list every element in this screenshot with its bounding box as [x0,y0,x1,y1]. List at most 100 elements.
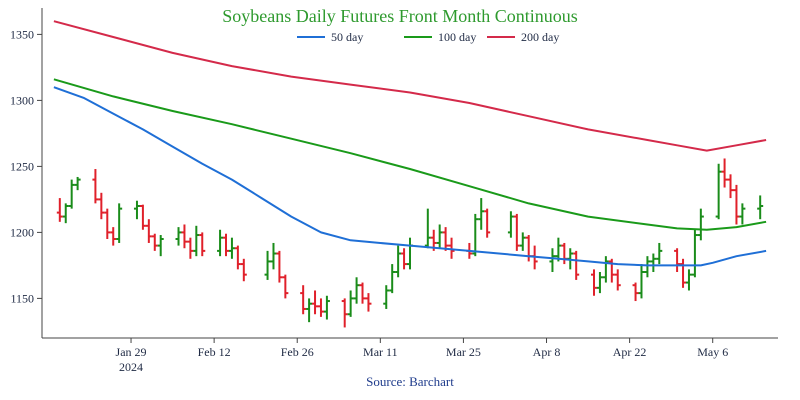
x-tick-sublabel: 2024 [119,360,143,374]
ma-line-200-day [53,20,767,152]
ohlc-bar [270,242,277,270]
ohlc-bar [92,169,99,204]
ohlc-bar [596,272,603,294]
legend-label: 50 day [331,30,363,44]
ohlc-bar [395,245,402,278]
ohlc-bar [608,258,615,283]
y-tick-label: 1200 [10,225,34,239]
ohlc-bar [757,195,764,220]
ohlc-bar [240,258,247,282]
x-tick-label: Mar 25 [446,345,481,359]
ohlc-bar [181,224,188,249]
ohlc-bar [448,237,455,259]
ohlc-bar [591,269,597,296]
ohlc-bar [151,233,158,251]
y-axis-ticks: 1150 1200 1250 1300 1350 [10,27,42,305]
ohlc-bar [306,298,313,323]
ohlc-bar [561,242,568,265]
ohlc-bar [389,264,396,294]
ohlc-bar [264,250,271,280]
ohlc-bar [300,285,307,315]
ma-line-100-day [53,78,767,231]
ohlc-bar [104,208,111,239]
chart-title: Soybeans Daily Futures Front Month Conti… [222,6,578,26]
ohlc-bar [98,192,105,220]
ohlc-bar [727,174,734,199]
ma-line-50-day [53,86,767,267]
ohlc-bar [401,248,408,270]
x-tick-label: Mar 11 [363,345,398,359]
chart-source: Source: Barchart [366,374,454,389]
ohlc-bar [519,232,526,251]
ohlc-bar [650,253,657,272]
ohlc-bar [62,203,69,224]
ohlc-bar [383,285,390,309]
ohlc-bar [116,203,123,243]
ohlc-bar [614,269,621,291]
ohlc-bar [656,242,663,265]
ohlc-bar [573,250,580,280]
ohlc-bar [478,198,485,230]
ohlc-bar [525,235,532,262]
ohlc-bar [442,227,449,251]
ohlc-bar [228,237,235,259]
ohlc-bar [739,203,746,225]
ohlc-bar [484,208,491,238]
ohlc-bar [223,233,229,257]
ohlc-bar [365,293,372,312]
ohlc-bar [697,208,704,241]
x-tick-label: Apr 8 [533,345,561,359]
ohlc-bar [353,277,360,304]
ohlc-bar [323,295,330,320]
legend: 50 day 100 day 200 day [297,30,559,44]
moving-average-lines [53,20,767,267]
ohlc-bar [691,229,698,278]
ohlc-bar [68,179,75,209]
ohlc-bar [187,237,194,259]
ohlc-bar [199,232,206,257]
ohlc-bar [602,256,609,283]
ohlc-bar [632,282,639,302]
ohlc-bar [407,237,413,270]
ohlc-bar [721,158,728,188]
x-tick-label: Apr 22 [613,345,647,359]
ohlc-bar [638,264,645,299]
ohlc-bar [507,211,514,238]
x-tick-label: Feb 26 [281,345,314,359]
ohlc-bar [685,269,692,291]
ohlc-bar [644,256,651,278]
x-tick-label: Feb 12 [198,345,231,359]
ohlc-bar [234,245,241,270]
ohlc-bar [715,163,722,220]
ohlc-bar [733,184,740,225]
ohlc-bar [359,282,366,304]
ohlc-bar [139,204,146,230]
ohlc-bars [56,158,764,328]
ohlc-bar [674,248,681,272]
legend-label: 100 day [438,30,476,44]
x-tick-label: May 6 [697,345,728,359]
ohlc-bar [317,298,324,317]
ohlc-bar [312,290,319,315]
ohlc-bar [276,250,283,283]
y-tick-label: 1300 [10,93,34,107]
x-tick-label: Jan 29 [116,345,147,359]
ohlc-bar [436,224,443,249]
ohlc-bar [282,274,289,299]
ohlc-bar [74,176,81,191]
y-tick-label: 1350 [10,27,34,41]
ohlc-bar [513,213,520,251]
ohlc-bar [555,237,562,262]
ohlc-bar [472,213,479,257]
y-tick-label: 1250 [10,159,34,173]
ohlc-bar [549,248,556,272]
ohlc-bar [347,290,354,317]
ohlc-bar [424,208,431,249]
ohlc-bar [145,219,152,243]
legend-label: 200 day [521,30,559,44]
ohlc-bar [133,200,140,220]
axes [41,8,778,339]
